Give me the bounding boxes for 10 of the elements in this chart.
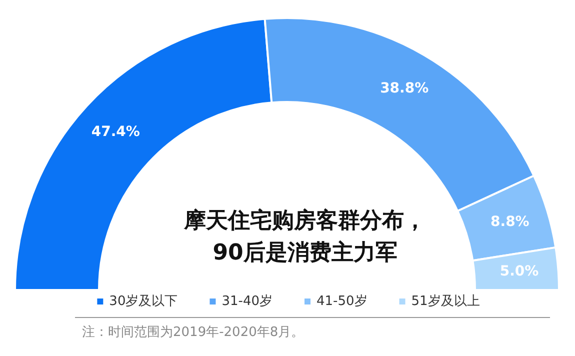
- text: 摩天住宅购房客群分布，90后是消费主力军: [183, 208, 426, 266]
- legend-label: 30岁及以下: [109, 294, 178, 309]
- text: 注：时间范围为2019年-2020年8月。: [82, 325, 304, 340]
- legend-label: 51岁及以上: [411, 294, 480, 309]
- legend-label: 31-40岁: [222, 294, 273, 309]
- data-label: 38.8%: [380, 80, 429, 97]
- data-label: 8.8%: [490, 214, 530, 230]
- legend-label: 41-50岁: [316, 294, 368, 309]
- data-label: 5.0%: [500, 264, 539, 280]
- data-label: 47.4%: [91, 124, 140, 140]
